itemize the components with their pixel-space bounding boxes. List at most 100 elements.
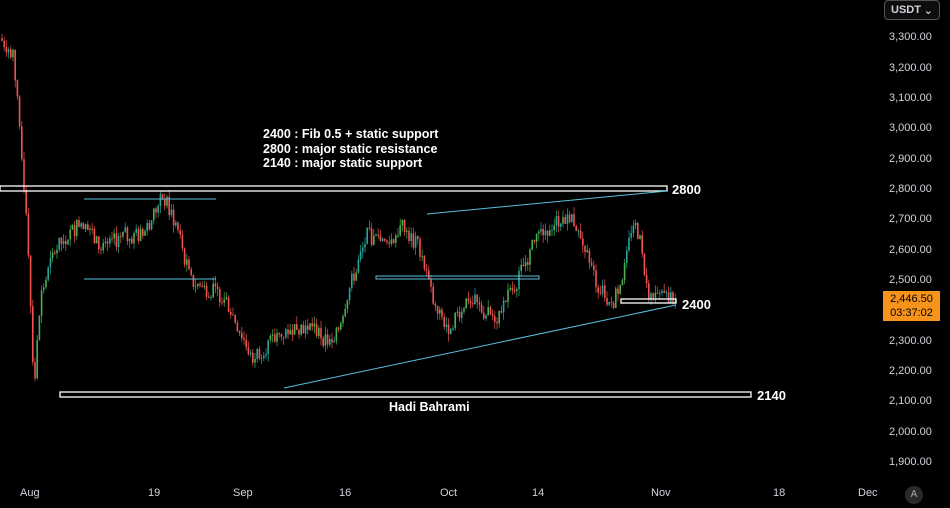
candle-body	[502, 300, 505, 313]
candle-body	[489, 307, 492, 315]
candle-body	[377, 234, 379, 236]
candle-body	[208, 296, 210, 298]
candle-body	[14, 49, 16, 81]
price-tick-label: 2,700.00	[889, 213, 932, 226]
support-2400-box[interactable]	[620, 298, 677, 304]
candle-body	[150, 220, 153, 230]
candle-body	[555, 216, 558, 226]
candle-body	[553, 225, 555, 231]
rising-support-trendline[interactable]	[283, 304, 677, 389]
rising-resistance-trendline[interactable]	[426, 190, 668, 215]
candle-body	[456, 311, 459, 313]
candle-body	[1, 38, 3, 41]
candle-body	[601, 285, 604, 294]
candle-body	[579, 230, 582, 239]
candle-body	[3, 40, 5, 48]
time-tick-label: Aug	[20, 487, 40, 499]
mid-range-box-oct[interactable]	[375, 275, 540, 280]
candle-body	[445, 324, 448, 327]
candle-body	[443, 316, 445, 327]
candle-body	[540, 229, 542, 232]
candle-body	[520, 264, 522, 271]
candle-body	[575, 226, 577, 232]
candle-body	[623, 262, 626, 281]
time-tick-label: Oct	[440, 487, 458, 499]
price-tick-label: 1,900.00	[889, 456, 932, 469]
candle-body	[302, 324, 305, 334]
level-label-2140: 2140	[757, 388, 786, 403]
candle-body	[115, 233, 118, 248]
candle-body	[315, 323, 318, 336]
time-tick-label: 18	[773, 487, 786, 499]
candle-body	[480, 304, 483, 313]
candle-body	[403, 219, 406, 232]
candle-body	[60, 237, 63, 244]
candle-body	[155, 208, 157, 213]
candle-body	[505, 300, 507, 302]
candle-body	[610, 301, 613, 303]
candle-body	[395, 235, 397, 243]
candle-body	[300, 324, 302, 335]
currency-selector[interactable]: USDT ⌄	[884, 0, 940, 20]
candle-body	[333, 340, 335, 343]
candle-body	[67, 239, 69, 245]
candle-body	[188, 259, 190, 270]
candle-body	[370, 228, 373, 245]
candle-body	[469, 301, 472, 304]
candle-body	[166, 196, 168, 206]
candle-body	[238, 331, 241, 334]
candle-body	[357, 259, 360, 273]
candle-body	[265, 354, 267, 356]
candle-body	[425, 268, 428, 271]
candle-body	[139, 228, 142, 241]
candle-body	[388, 242, 390, 244]
candle-body	[234, 314, 236, 323]
candle-body	[518, 270, 520, 290]
support-2140-box[interactable]	[59, 391, 752, 398]
candle-body	[179, 230, 181, 235]
price-tick-label: 2,300.00	[889, 334, 932, 347]
candle-body	[225, 297, 228, 300]
candle-body	[667, 292, 670, 303]
candle-body	[309, 323, 311, 330]
candle-body	[498, 310, 500, 324]
resistance-2800-box[interactable]	[0, 185, 668, 192]
candle-body	[340, 323, 342, 330]
candle-body	[21, 126, 23, 160]
candle-body	[513, 290, 516, 292]
candle-body	[465, 298, 467, 309]
candle-body	[588, 250, 591, 263]
candle-body	[384, 238, 386, 241]
candle-body	[51, 252, 54, 259]
candle-body	[78, 219, 80, 227]
candle-body	[432, 286, 434, 304]
price-tick-label: 2,900.00	[889, 152, 932, 165]
candle-body	[192, 274, 195, 287]
candle-body	[56, 249, 58, 254]
candle-body	[531, 239, 533, 250]
note-line-2: 2800 : major static resistance	[263, 141, 438, 156]
candle-body	[467, 298, 470, 302]
candle-body	[672, 292, 674, 304]
candle-body	[111, 238, 113, 240]
candle-body	[304, 325, 307, 334]
candle-body	[670, 292, 672, 303]
candle-body	[227, 297, 230, 312]
candle-body	[348, 287, 351, 301]
candle-body	[313, 323, 316, 327]
candle-body	[634, 223, 637, 226]
candle-body	[593, 265, 595, 271]
candle-body	[148, 222, 151, 230]
candle-body	[472, 303, 474, 305]
candle-body	[219, 288, 221, 303]
candle-body	[478, 302, 481, 305]
candle-body	[311, 323, 313, 327]
candle-body	[359, 251, 362, 260]
candle-body	[496, 321, 498, 324]
auto-scale-button[interactable]: A	[905, 486, 923, 504]
candle-body	[80, 223, 82, 227]
candle-body	[344, 308, 346, 317]
candle-body	[373, 235, 375, 245]
candle-body	[216, 286, 219, 289]
